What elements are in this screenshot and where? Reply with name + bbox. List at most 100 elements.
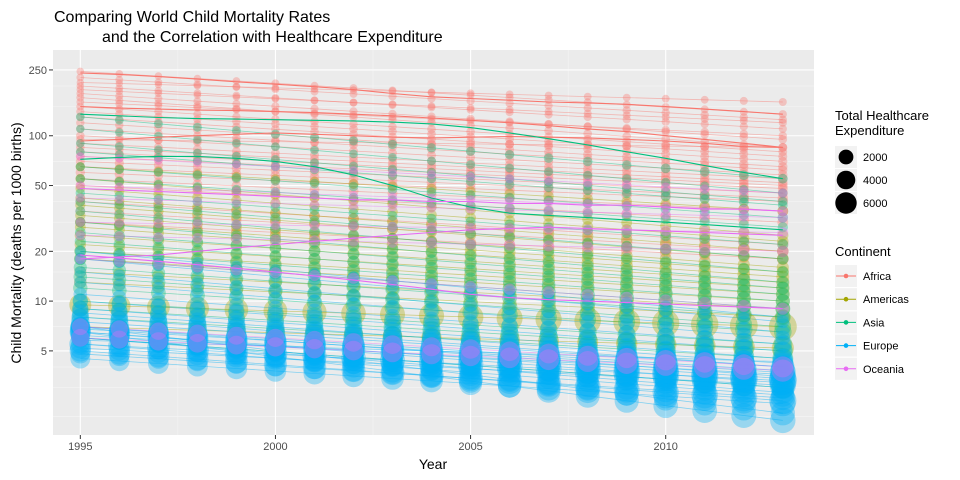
data-point (426, 217, 437, 229)
data-point (732, 378, 755, 401)
data-point (154, 80, 163, 89)
data-point (466, 147, 475, 157)
data-point (540, 325, 558, 343)
series-line (80, 101, 783, 137)
series-line (80, 337, 783, 393)
data-point (497, 368, 523, 394)
data-point (380, 302, 405, 327)
data-point (466, 105, 475, 114)
data-point (75, 147, 85, 157)
data-point (150, 298, 167, 314)
data-point (270, 202, 281, 213)
data-point (583, 112, 592, 122)
data-point (388, 122, 397, 131)
data-point (777, 227, 789, 238)
data-point (457, 351, 484, 378)
data-point (265, 341, 286, 362)
data-point (692, 398, 718, 423)
data-point (380, 352, 405, 377)
data-point (577, 345, 598, 366)
color-legend-label: Asia (863, 317, 885, 329)
data-point (498, 338, 521, 361)
data-point (777, 253, 789, 265)
y-tick-label: 50 (35, 181, 47, 193)
data-point (622, 170, 632, 180)
data-point (621, 188, 632, 199)
data-point (537, 371, 560, 395)
data-point (388, 138, 397, 148)
data-point (70, 322, 91, 342)
data-point (583, 144, 593, 154)
data-point (537, 341, 560, 363)
data-point (574, 352, 601, 379)
data-point (739, 175, 749, 186)
data-point (227, 315, 246, 333)
data-point (230, 254, 243, 267)
data-point (348, 164, 359, 174)
data-point (309, 235, 320, 246)
data-point (660, 191, 671, 202)
data-point (736, 298, 752, 314)
data-point (459, 371, 483, 396)
data-point (543, 234, 554, 246)
data-point (661, 158, 671, 168)
data-point (153, 171, 164, 181)
data-point (426, 167, 437, 178)
data-point (310, 96, 319, 105)
data-point (544, 140, 553, 150)
data-point (659, 315, 673, 329)
data-point (619, 283, 634, 297)
data-point (462, 320, 479, 338)
data-point (776, 253, 789, 265)
data-point (543, 228, 555, 240)
data-point (232, 91, 241, 100)
data-point (114, 208, 125, 219)
data-point (231, 233, 242, 245)
data-point (270, 188, 280, 198)
data-point (692, 358, 718, 384)
data-point (309, 177, 320, 188)
data-point (777, 192, 788, 204)
data-point (700, 151, 710, 161)
data-point (309, 226, 320, 237)
data-point (738, 243, 750, 255)
data-point (499, 337, 520, 358)
data-point (109, 324, 130, 346)
data-point (271, 162, 280, 172)
data-point (543, 240, 555, 252)
data-point (541, 293, 557, 308)
data-point (497, 374, 522, 398)
data-point (777, 180, 788, 191)
data-point (152, 282, 165, 295)
series-line (80, 234, 783, 283)
data-point (464, 248, 477, 261)
data-point (114, 209, 125, 220)
data-point (738, 191, 749, 202)
data-point (343, 349, 364, 369)
data-point (303, 362, 326, 385)
series-line (80, 312, 783, 364)
data-point (75, 147, 85, 157)
data-point (582, 225, 593, 236)
data-point (386, 257, 399, 270)
data-point (149, 322, 168, 340)
data-point (423, 317, 440, 335)
data-point (466, 114, 475, 124)
data-point (661, 127, 670, 136)
data-point (190, 268, 205, 283)
data-point (768, 312, 797, 341)
data-point (76, 152, 85, 161)
data-point (544, 120, 553, 129)
data-point (537, 367, 560, 389)
data-point (346, 306, 361, 322)
data-point (699, 166, 710, 177)
data-point (112, 263, 127, 277)
data-point (386, 267, 399, 280)
trend-layer (80, 72, 783, 310)
data-point (427, 139, 436, 148)
data-point (581, 262, 595, 276)
data-point (268, 266, 283, 280)
data-point (542, 286, 555, 298)
data-point (660, 231, 672, 243)
data-point (386, 258, 399, 271)
